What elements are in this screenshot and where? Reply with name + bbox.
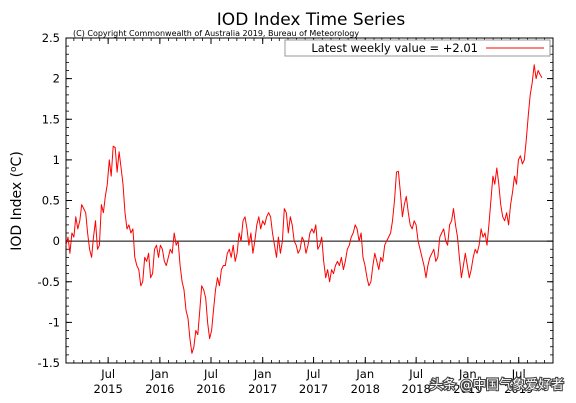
y-tick-label: -0.5: [38, 275, 60, 289]
y-axis-label-unit: o: [9, 166, 19, 172]
chart-copyright: (C) Copyright Commonwealth of Australia …: [73, 29, 359, 38]
chart-title: IOD Index Time Series: [217, 10, 406, 30]
x-tick-month: Jan: [355, 367, 374, 381]
y-axis-label-prefix: IOD Index (: [9, 172, 25, 251]
x-tick-month: Jul: [203, 367, 218, 381]
y-axis-label-suffix: C): [9, 151, 25, 166]
x-tick-year: 2015: [94, 382, 123, 396]
legend-box: [284, 39, 551, 57]
iod-series-line: [65, 64, 543, 354]
y-tick-label: -1: [49, 315, 60, 329]
x-tick-year: 2017: [248, 382, 277, 396]
x-tick-month: Jan: [458, 367, 477, 381]
x-tick-year: 2018: [402, 382, 431, 396]
x-tick-month: Jul: [306, 367, 321, 381]
x-tick-year: 2019: [453, 382, 482, 396]
legend-label: Latest weekly value = +2.01: [311, 41, 478, 55]
y-tick-label: 2.5: [42, 31, 60, 45]
x-tick-year: 2016: [196, 382, 225, 396]
x-tick-month: Jan: [253, 367, 272, 381]
x-tick-year: 2018: [351, 382, 380, 396]
y-axis-label: IOD Index (oC): [9, 151, 25, 251]
y-tick-label: 1: [53, 153, 60, 167]
y-tick-label: 2: [53, 72, 60, 86]
x-tick-year: 2019: [504, 382, 533, 396]
y-tick-label: 0.5: [42, 194, 60, 208]
plot-area: -1.5-1-0.500.511.522.5Jul2015Jan2016Jul2…: [38, 31, 554, 396]
y-tick-label: 1.5: [42, 112, 60, 126]
x-tick-year: 2017: [299, 382, 328, 396]
x-tick-month: Jul: [100, 367, 115, 381]
x-tick-year: 2016: [145, 382, 174, 396]
x-tick-month: Jul: [511, 367, 526, 381]
x-tick-month: Jan: [150, 367, 169, 381]
legend: Latest weekly value = +2.01: [284, 39, 551, 57]
x-tick-month: Jul: [408, 367, 423, 381]
y-tick-label: -1.5: [38, 356, 60, 370]
y-tick-label: 0: [53, 234, 60, 248]
watermark: 头条 @中国气象爱好者: [430, 377, 564, 393]
plot-frame: [65, 37, 554, 364]
